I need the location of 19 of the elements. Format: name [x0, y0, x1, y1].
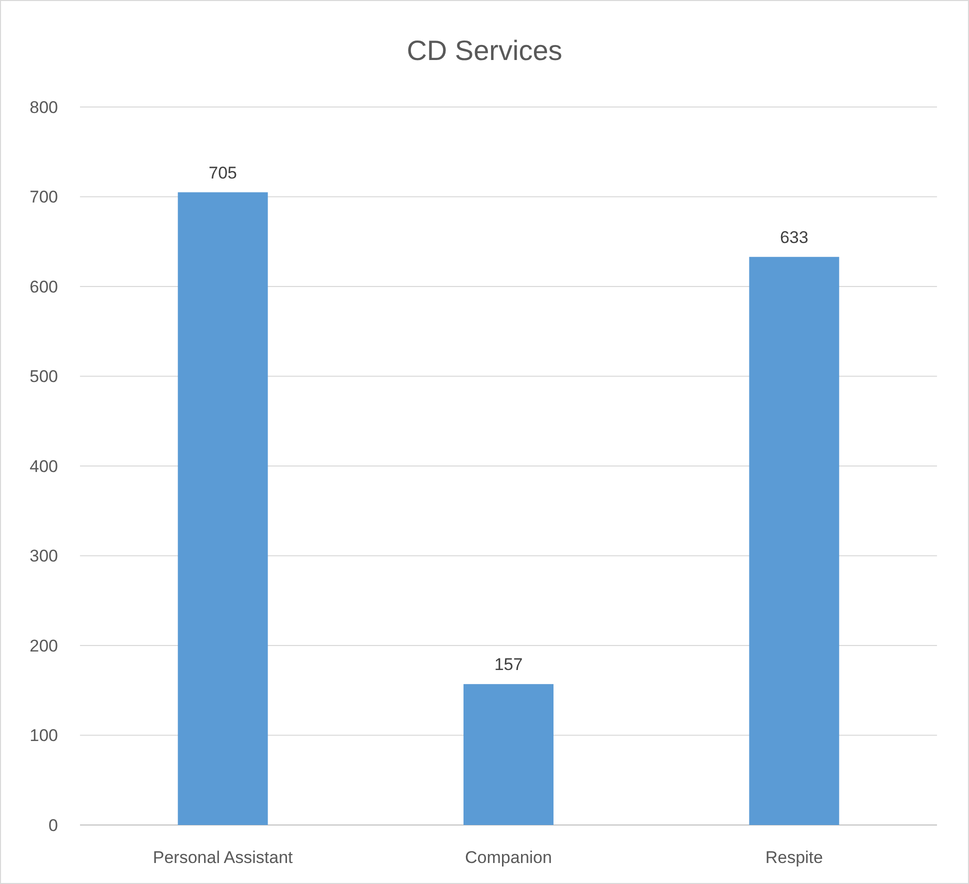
y-tick-label: 800 — [30, 98, 58, 117]
data-label: 157 — [494, 655, 523, 674]
y-tick-label: 400 — [30, 456, 58, 476]
x-tick-label: Companion — [465, 848, 552, 867]
x-tick-label: Personal Assistant — [152, 848, 294, 867]
data-label: 633 — [780, 228, 808, 247]
y-tick-label: 0 — [48, 816, 58, 835]
y-tick-label: 100 — [30, 726, 58, 746]
data-label: 705 — [208, 163, 238, 182]
y-tick-label: 500 — [30, 367, 58, 386]
x-tick-label: Respite — [765, 848, 823, 867]
chart-title: CD Services — [406, 35, 562, 66]
bar — [178, 192, 268, 825]
bar — [464, 684, 554, 825]
y-tick-label: 700 — [30, 188, 58, 207]
y-tick-label: 600 — [30, 277, 58, 296]
y-tick-label: 200 — [30, 636, 58, 656]
y-tick-label: 300 — [30, 546, 58, 566]
bar — [749, 256, 840, 825]
